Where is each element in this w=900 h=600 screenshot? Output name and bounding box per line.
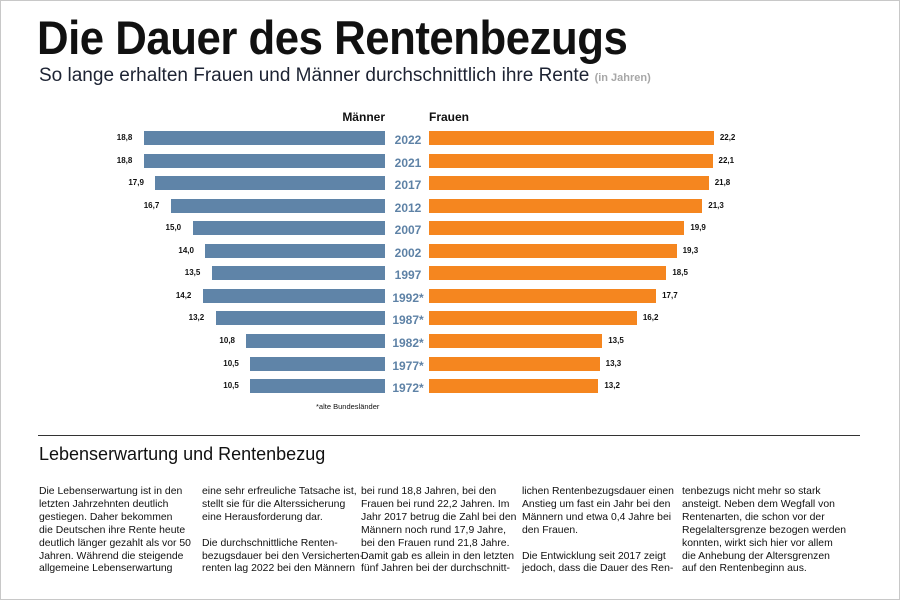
article-column-5: tenbezugs nicht mehr so stark ansteigt. …	[682, 486, 847, 575]
value-label-women: 13,3	[605, 358, 622, 368]
value-label-men: 18,8	[116, 133, 133, 142]
category-label: 1997	[394, 268, 422, 283]
bar-women	[429, 356, 600, 371]
section-divider	[38, 435, 860, 436]
value-label-men: 17,9	[128, 178, 144, 188]
bar-men	[250, 379, 385, 394]
bar-men	[211, 266, 385, 281]
bar-women	[429, 333, 603, 348]
category-label: 2021	[394, 155, 422, 170]
bar-women	[429, 198, 703, 213]
bar-men	[250, 356, 385, 371]
bar-men	[202, 288, 385, 303]
category-label: 1982*	[392, 335, 424, 350]
article-column-1: Die Lebenserwartung ist in den letzten J…	[39, 486, 191, 575]
bar-women	[429, 288, 657, 303]
bar-men	[170, 198, 385, 213]
bar-men	[192, 221, 385, 236]
bar-men	[215, 311, 385, 326]
category-label: 1992*	[392, 290, 424, 305]
value-label-women: 22,1	[718, 155, 735, 165]
value-label-women: 17,7	[662, 290, 678, 300]
value-label-women: 13,2	[604, 381, 620, 391]
value-label-men: 13,5	[184, 268, 201, 278]
category-label: 2022	[394, 133, 422, 147]
bar-women	[429, 176, 709, 191]
value-label-women: 16,2	[642, 313, 659, 323]
bar-men	[205, 243, 385, 258]
subtitle-text: So lange erhalten Frauen und Männer durc…	[39, 65, 590, 86]
category-label: 2017	[394, 178, 422, 193]
value-label-men: 14,2	[175, 290, 192, 300]
bar-women	[429, 311, 637, 326]
category-label: 2007	[394, 223, 422, 238]
bar-women	[429, 243, 677, 258]
legend-women: Frauen	[429, 110, 470, 124]
bar-men	[143, 131, 385, 145]
article-column-2: eine sehr erfreuliche Tatsache ist, stel…	[202, 486, 364, 575]
legend-men: Männer	[342, 110, 385, 124]
category-label: 1972*	[392, 381, 424, 396]
value-label-men: 18,8	[116, 155, 133, 165]
article-column-4: lichen Rentenbezugsdauer einen Anstieg u…	[522, 486, 674, 575]
bar-women	[429, 379, 599, 394]
page-subtitle: So lange erhalten Frauen und Männer durc…	[39, 64, 651, 90]
value-label-women: 19,3	[682, 245, 699, 255]
category-label: 1977*	[392, 358, 424, 373]
page-title: Die Dauer des Rentenbezugs	[37, 11, 628, 64]
value-label-men: 10,8	[219, 335, 235, 345]
article-heading: Lebenserwartung und Rentenbezug	[39, 444, 326, 464]
bar-women	[429, 221, 685, 236]
footnote: *alte Bundesländer	[316, 402, 380, 411]
value-label-men: 16,7	[143, 200, 160, 210]
value-label-men: 14,0	[178, 245, 194, 255]
value-label-women: 18,5	[672, 268, 688, 278]
value-label-women: 22,2	[719, 133, 736, 142]
bar-women	[429, 266, 667, 281]
value-label-women: 21,3	[708, 200, 724, 210]
value-label-women: 21,8	[714, 178, 731, 188]
bar-men	[143, 153, 385, 168]
bar-women	[429, 153, 713, 168]
unit-label: (in Jahren)	[594, 72, 651, 84]
value-label-women: 13,5	[608, 335, 624, 345]
category-label: 2012	[394, 200, 422, 215]
bar-men	[246, 333, 385, 348]
value-label-men: 15,0	[165, 223, 182, 233]
value-label-men: 13,2	[188, 313, 205, 323]
category-label: 1987*	[392, 313, 424, 328]
article-column-3: bei rund 18,8 Jahren, bei den Frauen bei…	[361, 486, 517, 575]
value-label-men: 10,5	[223, 381, 239, 391]
category-label: 2002	[394, 245, 422, 260]
bar-women	[429, 131, 714, 145]
value-label-men: 10,5	[223, 358, 239, 368]
value-label-women: 19,9	[690, 223, 706, 233]
bar-men	[155, 176, 385, 191]
